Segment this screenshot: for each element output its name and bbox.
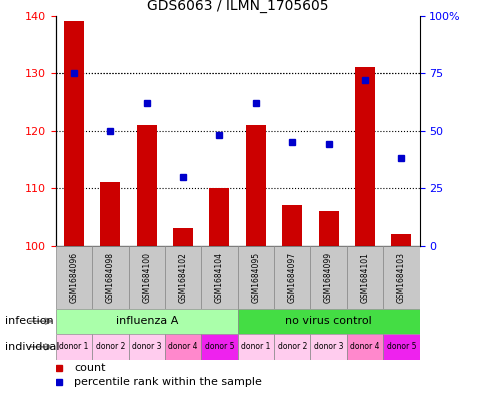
Text: GSM1684096: GSM1684096 (69, 252, 78, 303)
Bar (391, 234, 410, 246)
Text: percentile rank within the sample: percentile rank within the sample (74, 377, 261, 387)
Bar (237, 246, 273, 309)
Bar (382, 246, 419, 309)
Bar (382, 334, 419, 360)
Text: GSM1684101: GSM1684101 (360, 252, 369, 303)
Text: GSM1684098: GSM1684098 (106, 252, 115, 303)
Text: donor 1: donor 1 (241, 342, 270, 351)
Bar (209, 188, 229, 246)
Text: donor 2: donor 2 (95, 342, 125, 351)
Bar (245, 125, 265, 246)
Text: donor 2: donor 2 (277, 342, 306, 351)
Bar (64, 22, 84, 246)
Text: donor 4: donor 4 (349, 342, 379, 351)
Bar (201, 246, 237, 309)
Bar (100, 182, 120, 246)
Bar (128, 334, 165, 360)
Bar (282, 206, 302, 246)
Bar (56, 309, 237, 334)
Bar (165, 334, 201, 360)
Bar (318, 211, 338, 246)
Bar (237, 334, 273, 360)
Bar (346, 334, 382, 360)
Title: GDS6063 / ILMN_1705605: GDS6063 / ILMN_1705605 (147, 0, 328, 13)
Text: GSM1684102: GSM1684102 (178, 252, 187, 303)
Bar (92, 334, 128, 360)
Text: donor 3: donor 3 (313, 342, 343, 351)
Bar (128, 246, 165, 309)
Bar (56, 334, 92, 360)
Text: donor 3: donor 3 (132, 342, 161, 351)
Text: GSM1684104: GSM1684104 (214, 252, 224, 303)
Text: influenza A: influenza A (115, 316, 178, 326)
Bar (56, 246, 92, 309)
Text: donor 5: donor 5 (386, 342, 415, 351)
Bar (346, 246, 382, 309)
Bar (273, 334, 310, 360)
Text: GSM1684099: GSM1684099 (323, 252, 333, 303)
Text: donor 1: donor 1 (59, 342, 89, 351)
Text: count: count (74, 364, 105, 373)
Bar (237, 309, 419, 334)
Text: donor 5: donor 5 (204, 342, 234, 351)
Bar (273, 246, 310, 309)
Text: GSM1684103: GSM1684103 (396, 252, 405, 303)
Bar (173, 228, 193, 246)
Text: GSM1684100: GSM1684100 (142, 252, 151, 303)
Bar (201, 334, 237, 360)
Bar (92, 246, 128, 309)
Bar (354, 68, 374, 246)
Text: GSM1684097: GSM1684097 (287, 252, 296, 303)
Bar (136, 125, 156, 246)
Text: GSM1684095: GSM1684095 (251, 252, 260, 303)
Bar (165, 246, 201, 309)
Text: infection: infection (5, 316, 53, 326)
Text: no virus control: no virus control (285, 316, 371, 326)
Bar (310, 246, 346, 309)
Text: individual: individual (5, 342, 59, 352)
Text: donor 4: donor 4 (168, 342, 197, 351)
Bar (310, 334, 346, 360)
